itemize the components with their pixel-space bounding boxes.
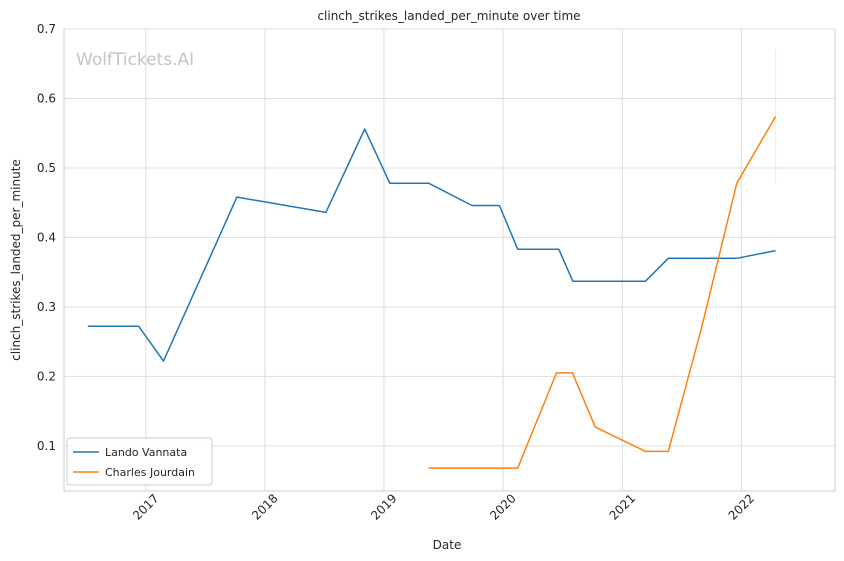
y-tick-label: 0.5 — [37, 161, 56, 175]
chart-title: clinch_strikes_landed_per_minute over ti… — [317, 9, 580, 23]
y-axis-ticks: 0.1 0.2 0.3 0.4 0.5 0.6 0.7 — [37, 22, 56, 453]
y-tick-label: 0.6 — [37, 91, 56, 105]
legend: Lando Vannata Charles Jourdain — [66, 437, 213, 486]
legend-label-charles-jourdain: Charles Jourdain — [105, 466, 195, 479]
legend-label-lando-vannata: Lando Vannata — [105, 446, 187, 459]
series-line-charles-jourdain — [428, 116, 777, 469]
series-lines — [87, 116, 777, 469]
legend-box — [66, 437, 213, 486]
watermark: WolfTickets.AI — [76, 50, 194, 70]
y-tick-label: 0.2 — [37, 369, 56, 383]
y-tick-label: 0.7 — [37, 22, 56, 36]
y-tick-label: 0.3 — [37, 300, 56, 314]
y-tick-label: 0.4 — [37, 230, 56, 244]
x-tick-label: 2020 — [487, 491, 518, 522]
x-tick-label: 2021 — [607, 491, 638, 522]
x-tick-label: 2022 — [726, 491, 757, 522]
x-tick-label: 2019 — [368, 491, 399, 522]
plot-background — [63, 28, 836, 492]
y-axis-label: clinch_strikes_landed_per_minute — [9, 159, 23, 361]
series-line-lando-vannata — [87, 128, 776, 362]
x-tick-label: 2018 — [249, 491, 280, 522]
x-axis-label: Date — [433, 538, 462, 552]
x-tick-label: 2017 — [130, 491, 161, 522]
x-axis-ticks: 2017 2018 2019 2020 2021 2022 — [130, 491, 757, 522]
y-tick-label: 0.1 — [37, 439, 56, 453]
